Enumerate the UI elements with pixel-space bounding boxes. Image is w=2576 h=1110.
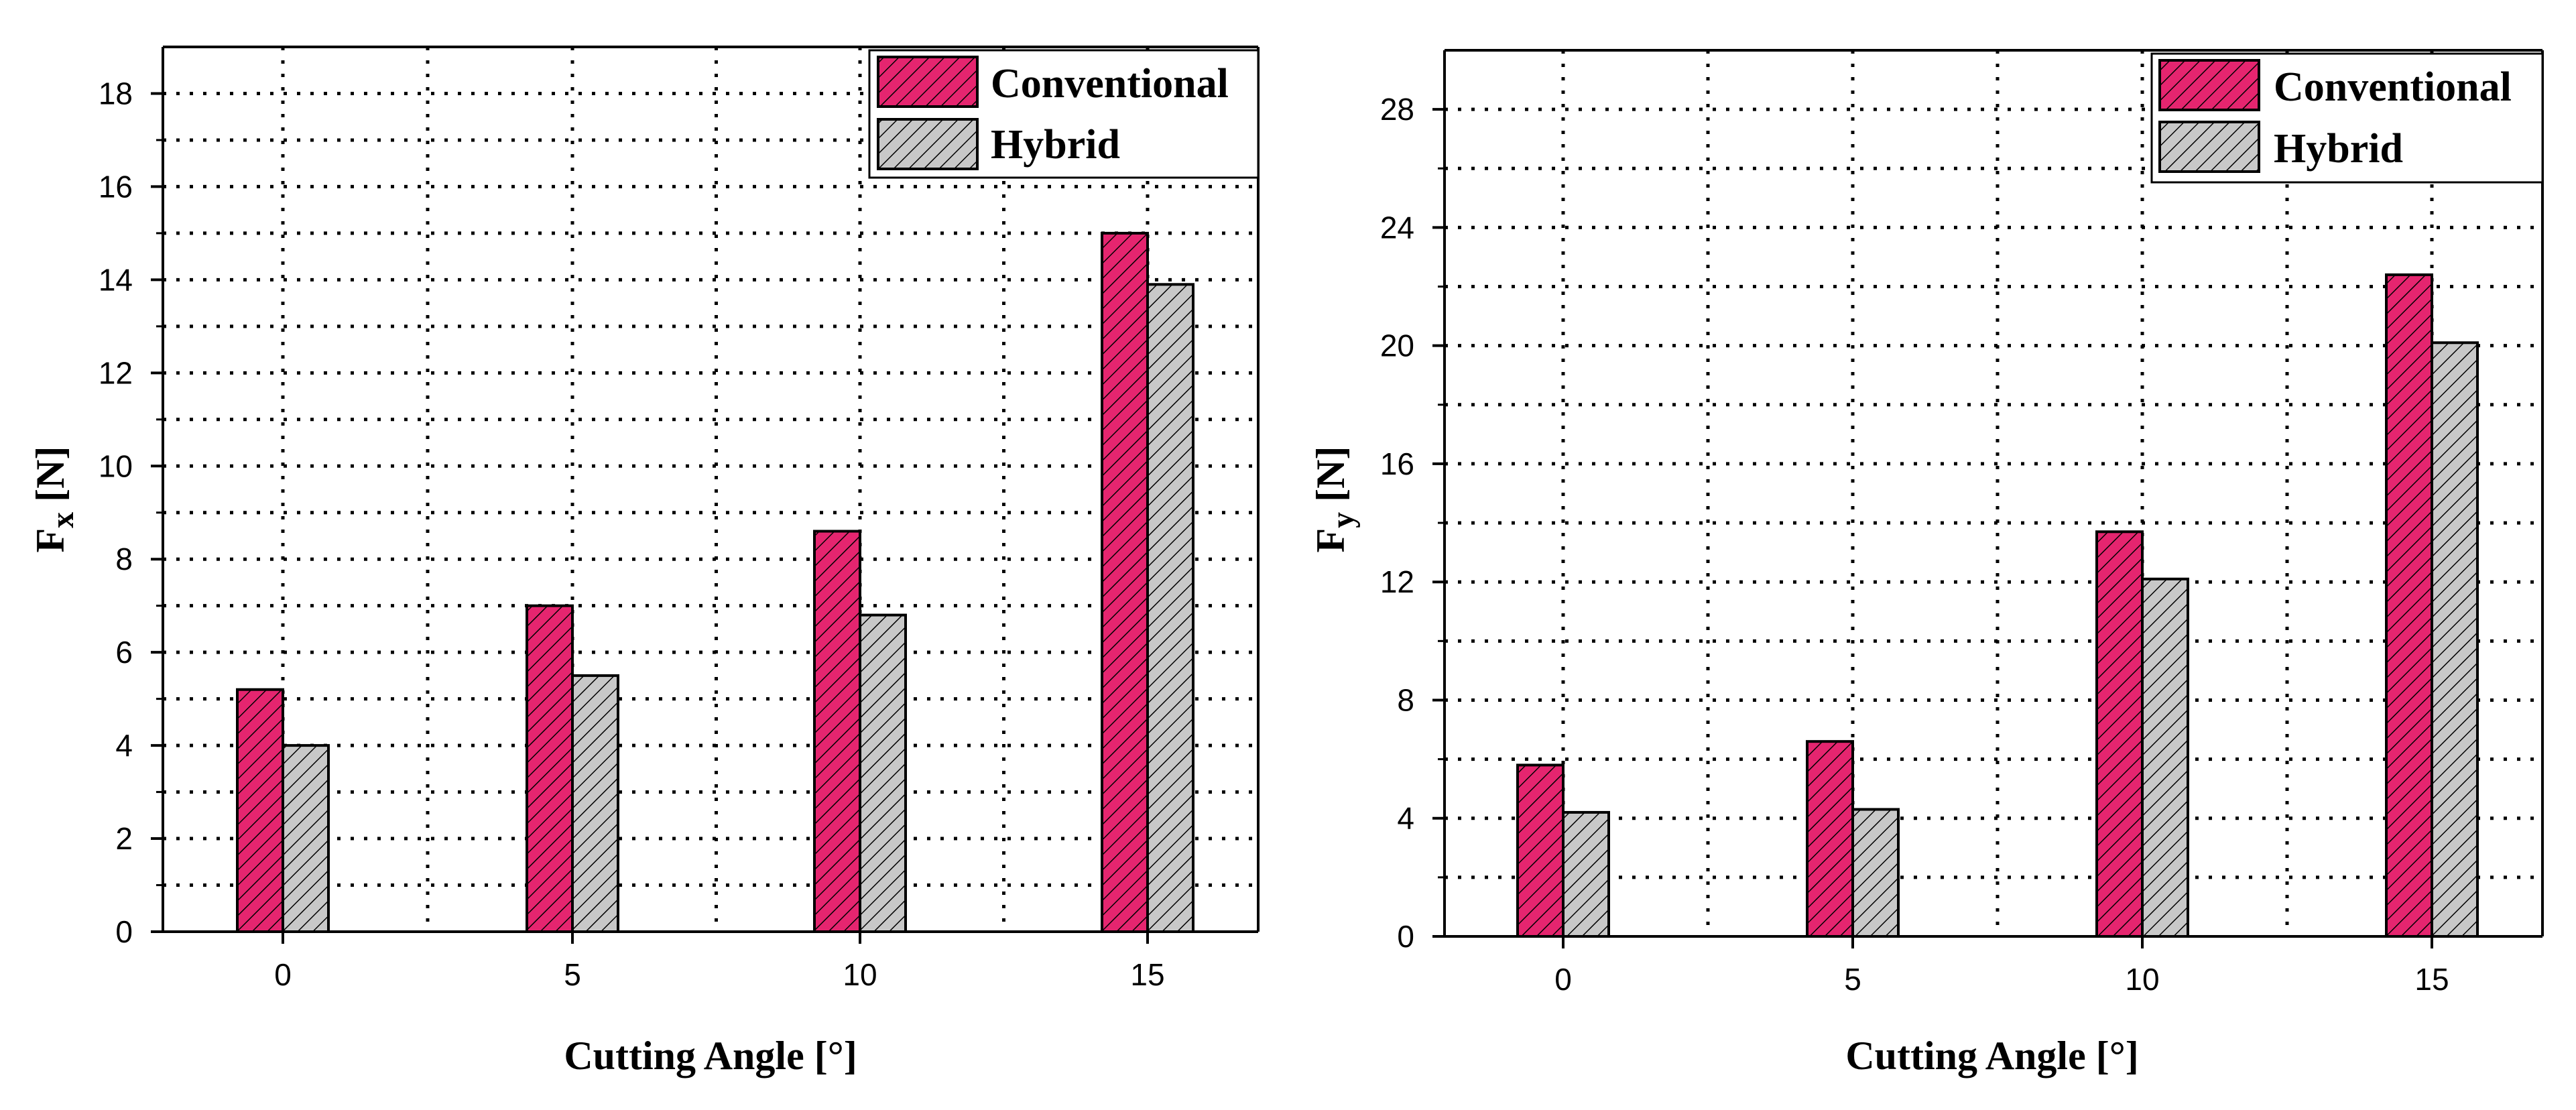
y-tick-label-fy: 4 bbox=[1397, 801, 1414, 836]
y-axis-title-fx: Fx [N] bbox=[28, 446, 80, 553]
y-tick-label-fx: 2 bbox=[115, 821, 133, 856]
x-ticks-fy: 0 5 10 15 bbox=[1554, 936, 2449, 997]
bar-hybrid-0-fx bbox=[282, 744, 330, 933]
x-tick-label-fy: 5 bbox=[1844, 962, 1861, 997]
bar-conventional-5-fy bbox=[1806, 740, 1854, 938]
legend-fx: Conventional Hybrid bbox=[868, 49, 1260, 179]
legend-swatch-hybrid-fx bbox=[877, 118, 979, 170]
axes-fy bbox=[1443, 49, 2544, 938]
y-tick-label-fy: 20 bbox=[1380, 328, 1414, 363]
y-axis-title-fy: Fy [N] bbox=[1308, 446, 1361, 553]
y-tick-label-fy: 24 bbox=[1380, 210, 1414, 245]
y-axis-title-unit-fx: [N] bbox=[28, 446, 72, 512]
legend-swatch-hybrid-fy bbox=[2158, 121, 2260, 173]
y-tick-label-fx: 6 bbox=[115, 635, 133, 670]
x-tick-label-fy: 15 bbox=[2414, 962, 2449, 997]
bar-conventional-10-fx bbox=[813, 530, 861, 933]
bar-conventional-0-fx bbox=[236, 688, 284, 933]
bar-hybrid-15-fy bbox=[2431, 341, 2479, 938]
x-tick-label-fy: 0 bbox=[1554, 962, 1572, 997]
y-ticks-fy: 0 4 8 12 16 20 24 28 bbox=[1380, 92, 1445, 954]
x-tick-label-fy: 10 bbox=[2125, 962, 2159, 997]
bar-hybrid-5-fy bbox=[1851, 808, 1900, 938]
legend-label-hybrid-fx: Hybrid bbox=[991, 122, 1120, 168]
y-tick-label-fy: 12 bbox=[1380, 564, 1414, 599]
bar-hybrid-15-fx bbox=[1146, 283, 1194, 933]
bar-hybrid-0-fy bbox=[1562, 810, 1610, 938]
y-tick-label-fx: 16 bbox=[99, 169, 133, 204]
x-tick-label-fx: 10 bbox=[843, 957, 877, 992]
axes-fx bbox=[162, 46, 1260, 933]
bar-conventional-15-fy bbox=[2385, 273, 2433, 938]
bars-fx bbox=[236, 231, 1194, 933]
bar-conventional-15-fx bbox=[1101, 231, 1149, 933]
y-tick-label-fy: 0 bbox=[1397, 919, 1414, 954]
x-tick-label-fx: 15 bbox=[1130, 957, 1164, 992]
bars-fy bbox=[1516, 273, 2479, 938]
legend-label-conventional-fy: Conventional bbox=[2274, 64, 2512, 110]
bar-conventional-0-fy bbox=[1516, 763, 1565, 938]
bar-hybrid-10-fx bbox=[859, 613, 907, 933]
bar-hybrid-5-fx bbox=[571, 674, 619, 933]
y-tick-label-fy: 16 bbox=[1380, 446, 1414, 481]
legend-swatch-conventional-fy bbox=[2158, 59, 2260, 111]
y-tick-label-fx: 0 bbox=[115, 914, 133, 949]
x-axis-title-fx: Cutting Angle [°] bbox=[564, 1034, 857, 1078]
bar-hybrid-10-fy bbox=[2141, 577, 2189, 938]
y-tick-label-fx: 4 bbox=[115, 728, 133, 763]
bar-conventional-10-fy bbox=[2095, 530, 2144, 938]
legend-fy: Conventional Hybrid bbox=[2150, 52, 2544, 184]
bar-conventional-5-fx bbox=[526, 604, 574, 933]
y-tick-label-fx: 12 bbox=[99, 355, 133, 390]
y-axis-title-sub-fy: y bbox=[1325, 512, 1361, 528]
y-tick-label-fy: 28 bbox=[1380, 92, 1414, 127]
y-axis-title-unit-fy: [N] bbox=[1308, 446, 1353, 512]
y-tick-label-fy: 8 bbox=[1397, 682, 1414, 717]
y-tick-label-fx: 8 bbox=[115, 542, 133, 576]
y-ticks-fx: 0 2 4 6 8 10 12 14 16 18 bbox=[99, 76, 163, 949]
x-axis-title-fy: Cutting Angle [°] bbox=[1845, 1034, 2138, 1078]
x-tick-label-fx: 5 bbox=[564, 957, 581, 992]
y-tick-label-fx: 18 bbox=[99, 76, 133, 111]
y-axis-title-sub-fx: x bbox=[45, 512, 80, 528]
y-axis-title-main-fx: F bbox=[28, 528, 72, 553]
chart-fx: 0 2 4 6 8 10 12 14 16 18 0 5 10 15 Cutting Angle [°]… bbox=[28, 46, 1260, 1078]
y-tick-label-fx: 10 bbox=[99, 448, 133, 483]
x-tick-label-fx: 0 bbox=[274, 957, 292, 992]
chart-fy: 0 4 8 12 16 20 24 28 0 5 10 15 Cutting Angle [°] F… bbox=[1308, 49, 2544, 1078]
legend-swatch-conventional-fx bbox=[877, 56, 979, 108]
y-tick-label-fx: 14 bbox=[99, 262, 133, 297]
legend-label-hybrid-fy: Hybrid bbox=[2274, 126, 2403, 172]
y-axis-title-main-fy: F bbox=[1308, 528, 1353, 553]
legend-label-conventional-fx: Conventional bbox=[991, 61, 1229, 107]
x-ticks-fx: 0 5 10 15 bbox=[274, 932, 1165, 992]
